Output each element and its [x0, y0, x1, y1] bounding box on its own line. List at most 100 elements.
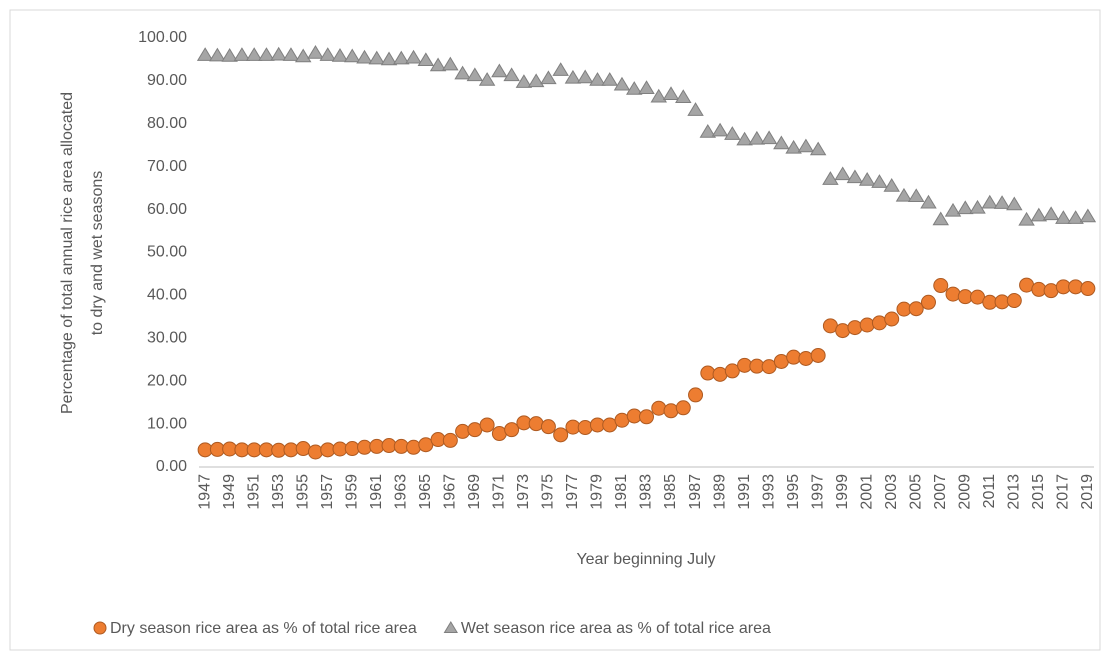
data-point	[553, 427, 569, 443]
y-tick-label: 0.00	[156, 458, 187, 475]
legend-marker	[93, 621, 107, 635]
x-tick-label: 1965	[417, 474, 434, 510]
data-point	[1030, 207, 1048, 222]
data-point	[504, 422, 520, 438]
data-point	[884, 311, 900, 327]
y-axis-label: Percentage of total annual rice area all…	[59, 92, 76, 414]
data-point	[920, 294, 936, 310]
data-point	[294, 48, 312, 63]
y-tick-label: 80.00	[147, 115, 187, 132]
data-point	[736, 131, 753, 146]
data-point	[944, 202, 962, 217]
x-tick-label: 1959	[343, 474, 360, 510]
data-point	[846, 169, 864, 184]
data-point	[478, 72, 496, 86]
data-point	[662, 86, 680, 100]
data-point	[699, 123, 717, 138]
data-point	[552, 62, 569, 76]
data-point	[429, 57, 447, 72]
x-tick-label: 1985	[662, 474, 679, 510]
data-point	[307, 45, 324, 59]
data-point	[871, 174, 888, 188]
data-point	[528, 416, 544, 432]
data-point	[380, 51, 398, 66]
y-tick-label: 70.00	[147, 158, 187, 175]
data-point	[331, 48, 349, 62]
chart-border	[9, 9, 1101, 651]
data-point	[675, 400, 691, 416]
y-tick-label: 10.00	[147, 415, 187, 432]
x-tick-label: 1961	[368, 474, 385, 510]
data-point	[442, 56, 459, 71]
y-tick-label: 40.00	[147, 287, 187, 304]
data-point	[809, 141, 827, 156]
data-point	[1080, 281, 1096, 297]
x-tick-label: 2005	[907, 474, 924, 510]
x-tick-label: 2015	[1030, 474, 1047, 510]
data-point	[344, 48, 361, 63]
x-tick-label: 2013	[1006, 474, 1023, 510]
x-tick-label: 2019	[1079, 474, 1096, 510]
data-point	[834, 166, 851, 181]
x-tick-label: 1991	[736, 474, 753, 510]
data-point	[319, 47, 336, 61]
x-tick-label: 1977	[564, 474, 581, 510]
data-point	[221, 48, 238, 62]
data-point	[589, 72, 606, 86]
data-point	[1006, 293, 1022, 309]
data-point	[651, 400, 667, 416]
x-tick-label: 2017	[1055, 474, 1072, 510]
x-tick-label: 1963	[393, 474, 410, 510]
data-point	[650, 88, 667, 103]
x-tick-label: 2011	[981, 474, 998, 509]
x-tick-label: 1967	[442, 474, 459, 510]
data-point	[515, 74, 533, 88]
data-point	[797, 138, 815, 153]
data-point	[466, 67, 484, 82]
x-tick-label: 1953	[270, 474, 287, 510]
x-axis-label: Year beginning July	[576, 551, 715, 568]
x-tick-label: 1969	[466, 474, 483, 510]
x-tick-label: 1999	[834, 474, 851, 510]
x-tick-label: 1993	[760, 474, 777, 510]
data-point	[1042, 206, 1060, 221]
x-tick-label: 1997	[809, 474, 826, 510]
data-point	[405, 49, 422, 64]
x-tick-label: 2009	[956, 474, 973, 510]
data-point	[503, 67, 520, 82]
data-point	[577, 420, 593, 436]
legend-label: Wet season rice area as % of total rice …	[461, 620, 771, 637]
data-point	[675, 89, 692, 103]
data-point	[527, 73, 545, 88]
data-point	[491, 63, 508, 78]
data-point	[479, 417, 495, 433]
legend-label: Dry season rice area as % of total rice …	[110, 620, 417, 637]
data-point	[626, 81, 643, 95]
x-tick-label: 1979	[589, 474, 606, 510]
data-point	[639, 409, 654, 425]
data-point	[196, 47, 214, 61]
data-point	[209, 47, 226, 62]
data-point	[748, 130, 766, 145]
data-point	[993, 195, 1011, 209]
data-point	[295, 441, 311, 457]
data-point	[969, 199, 986, 214]
x-tick-label: 1947	[196, 474, 213, 510]
data-point	[785, 139, 802, 154]
data-point	[540, 70, 557, 85]
data-point	[907, 188, 925, 203]
data-point	[455, 423, 471, 439]
data-point	[859, 317, 875, 333]
data-point	[233, 47, 251, 61]
data-point	[564, 69, 582, 84]
data-point	[724, 126, 741, 140]
data-point	[1018, 211, 1035, 226]
data-point	[957, 200, 974, 215]
data-point	[406, 439, 422, 455]
data-point	[1006, 196, 1023, 211]
data-point	[798, 350, 814, 366]
data-point	[282, 47, 300, 61]
x-tick-label: 1989	[711, 474, 728, 510]
data-point	[258, 47, 275, 61]
